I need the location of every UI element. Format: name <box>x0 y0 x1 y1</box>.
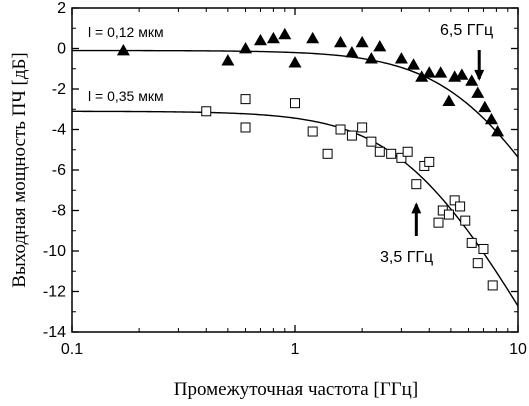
x-axis-title: Промежуточная частота [ГГц] <box>174 379 418 400</box>
data-point-triangle <box>478 100 492 113</box>
data-point-square <box>472 258 483 269</box>
data-point-triangle <box>373 39 387 52</box>
data-point-square <box>402 146 413 157</box>
data-point-square <box>411 179 422 190</box>
x-tick-label: 1 <box>291 341 300 358</box>
data-point-triangle <box>288 56 302 68</box>
data-point-triangle <box>239 42 253 54</box>
data-point-square <box>478 243 489 254</box>
annotation-arrow-1 <box>411 202 422 236</box>
data-point-square <box>346 130 357 141</box>
data-point-square <box>433 217 444 228</box>
data-point-triangle <box>471 86 485 98</box>
data-point-triangle <box>345 46 359 58</box>
y-tick-label: -4 <box>52 122 66 139</box>
data-point-triangle <box>422 66 436 78</box>
data-point-triangle <box>455 68 469 80</box>
x-tick-label: 10 <box>509 341 527 358</box>
x-tick-label: 0.1 <box>61 341 83 358</box>
y-tick-label: -6 <box>52 162 66 179</box>
plot-area <box>72 27 519 307</box>
y-tick-label: 2 <box>57 0 66 17</box>
data-point-square <box>455 201 466 212</box>
fit-curve-0 <box>72 49 519 158</box>
data-point-triangle <box>415 70 429 82</box>
y-tick-label: -2 <box>52 81 66 98</box>
data-point-triangle <box>407 58 421 70</box>
data-point-square <box>460 215 471 226</box>
data-point-triangle <box>116 44 130 56</box>
data-point-square <box>466 237 477 248</box>
data-point-triangle <box>442 94 456 107</box>
data-point-triangle <box>355 35 369 48</box>
y-tick-label: 0 <box>57 41 66 58</box>
data-point-square <box>240 122 251 133</box>
y-tick-label: -10 <box>43 243 66 260</box>
data-point-square <box>443 209 454 220</box>
y-tick-label: -14 <box>43 324 66 341</box>
data-point-square <box>449 195 460 206</box>
data-point-square <box>335 124 346 135</box>
data-point-square <box>240 94 251 105</box>
data-point-square <box>396 152 407 163</box>
data-point-triangle <box>266 31 280 44</box>
y-tick-label: -8 <box>52 203 66 220</box>
data-point-square <box>424 156 435 167</box>
data-point-triangle <box>278 27 292 40</box>
data-point-square <box>374 146 385 157</box>
data-point-square <box>357 122 368 133</box>
data-point-square <box>290 98 300 109</box>
data-point-triangle <box>484 112 498 125</box>
data-point-triangle <box>364 52 378 64</box>
data-point-triangle <box>465 74 479 86</box>
data-point-triangle <box>306 31 320 44</box>
data-point-square <box>322 148 333 159</box>
annotation-label-1: 3,5 ГГц <box>380 249 433 266</box>
data-point-triangle <box>253 33 267 46</box>
data-point-triangle <box>491 125 505 137</box>
y-tick-label: -12 <box>43 284 66 301</box>
series-label-1: l = 0,35 мкм <box>88 88 164 104</box>
data-point-triangle <box>221 54 235 66</box>
arrow-head <box>411 202 422 214</box>
data-point-square <box>487 280 498 291</box>
series-label-0: l = 0,12 мкм <box>88 24 164 40</box>
data-point-triangle <box>394 52 408 64</box>
data-point-square <box>366 136 377 147</box>
arrow-head <box>474 69 485 81</box>
annotation-arrow-0 <box>474 50 485 81</box>
fit-curve-1 <box>72 110 519 307</box>
data-point-square <box>201 106 212 117</box>
data-point-triangle <box>334 35 348 48</box>
y-axis-title: Выходная мощность ПЧ [дБ] <box>9 52 30 287</box>
axes: 2 0 -2 -4 -6 -8 -10 -12 -140.1 1 10 <box>43 0 527 358</box>
annotation-label-0: 6,5 ГГц <box>440 22 493 39</box>
data-point-square <box>307 126 318 137</box>
data-point-triangle <box>434 66 448 78</box>
data-point-square <box>386 148 397 159</box>
